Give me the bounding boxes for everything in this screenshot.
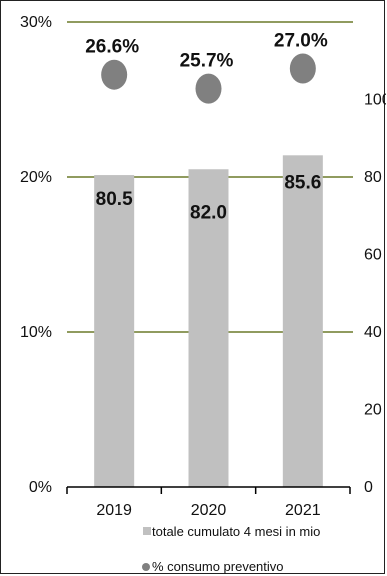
pct-label-2021: 27.0% bbox=[274, 31, 328, 52]
data-labels: 80.5 82.0 85.6 26.6% 25.7% 27.0% bbox=[85, 31, 328, 224]
left-tick-label: 0% bbox=[29, 479, 52, 496]
right-tick-label: 20 bbox=[364, 402, 382, 419]
right-tick-label: 0 bbox=[364, 479, 373, 496]
left-tick-label: 30% bbox=[20, 14, 52, 31]
right-tick-label: 60 bbox=[364, 247, 382, 264]
left-tick-label: 20% bbox=[20, 169, 52, 186]
pct-label-2019: 26.6% bbox=[85, 37, 139, 58]
bar-value-label-2019: 80.5 bbox=[96, 189, 133, 210]
left-tick-label: 10% bbox=[20, 324, 52, 341]
right-tick-label: 100 bbox=[364, 92, 386, 109]
bar-value-label-2020: 82.0 bbox=[190, 202, 227, 223]
marker-2019 bbox=[101, 59, 128, 90]
marker-2020 bbox=[195, 73, 222, 104]
marker-2021 bbox=[289, 53, 316, 84]
bar-value-label-2021: 85.6 bbox=[284, 172, 321, 193]
bar-2020 bbox=[188, 169, 229, 487]
markers bbox=[101, 53, 316, 104]
category-label-2021: 2021 bbox=[285, 502, 321, 519]
legend-marker-label: % consumo preventivo bbox=[152, 559, 284, 574]
right-tick-label: 80 bbox=[364, 169, 382, 186]
bar-2021 bbox=[282, 155, 323, 488]
category-label-2019: 2019 bbox=[96, 502, 132, 519]
axes: 0% 10% 20% 30% 0 20 40 60 80 100 2019 2020 2021 bbox=[20, 14, 386, 519]
legend: totale cumulato 4 mesi in mio % consumo p… bbox=[142, 524, 320, 574]
legend-bar-label: totale cumulato 4 mesi in mio bbox=[152, 524, 320, 539]
legend-bar-swatch bbox=[143, 527, 151, 535]
category-label-2020: 2020 bbox=[191, 502, 227, 519]
pct-label-2020: 25.7% bbox=[180, 51, 234, 72]
right-tick-label: 40 bbox=[364, 324, 382, 341]
bar-2019 bbox=[94, 175, 135, 487]
bars bbox=[94, 155, 323, 488]
legend-marker-swatch bbox=[142, 563, 150, 571]
